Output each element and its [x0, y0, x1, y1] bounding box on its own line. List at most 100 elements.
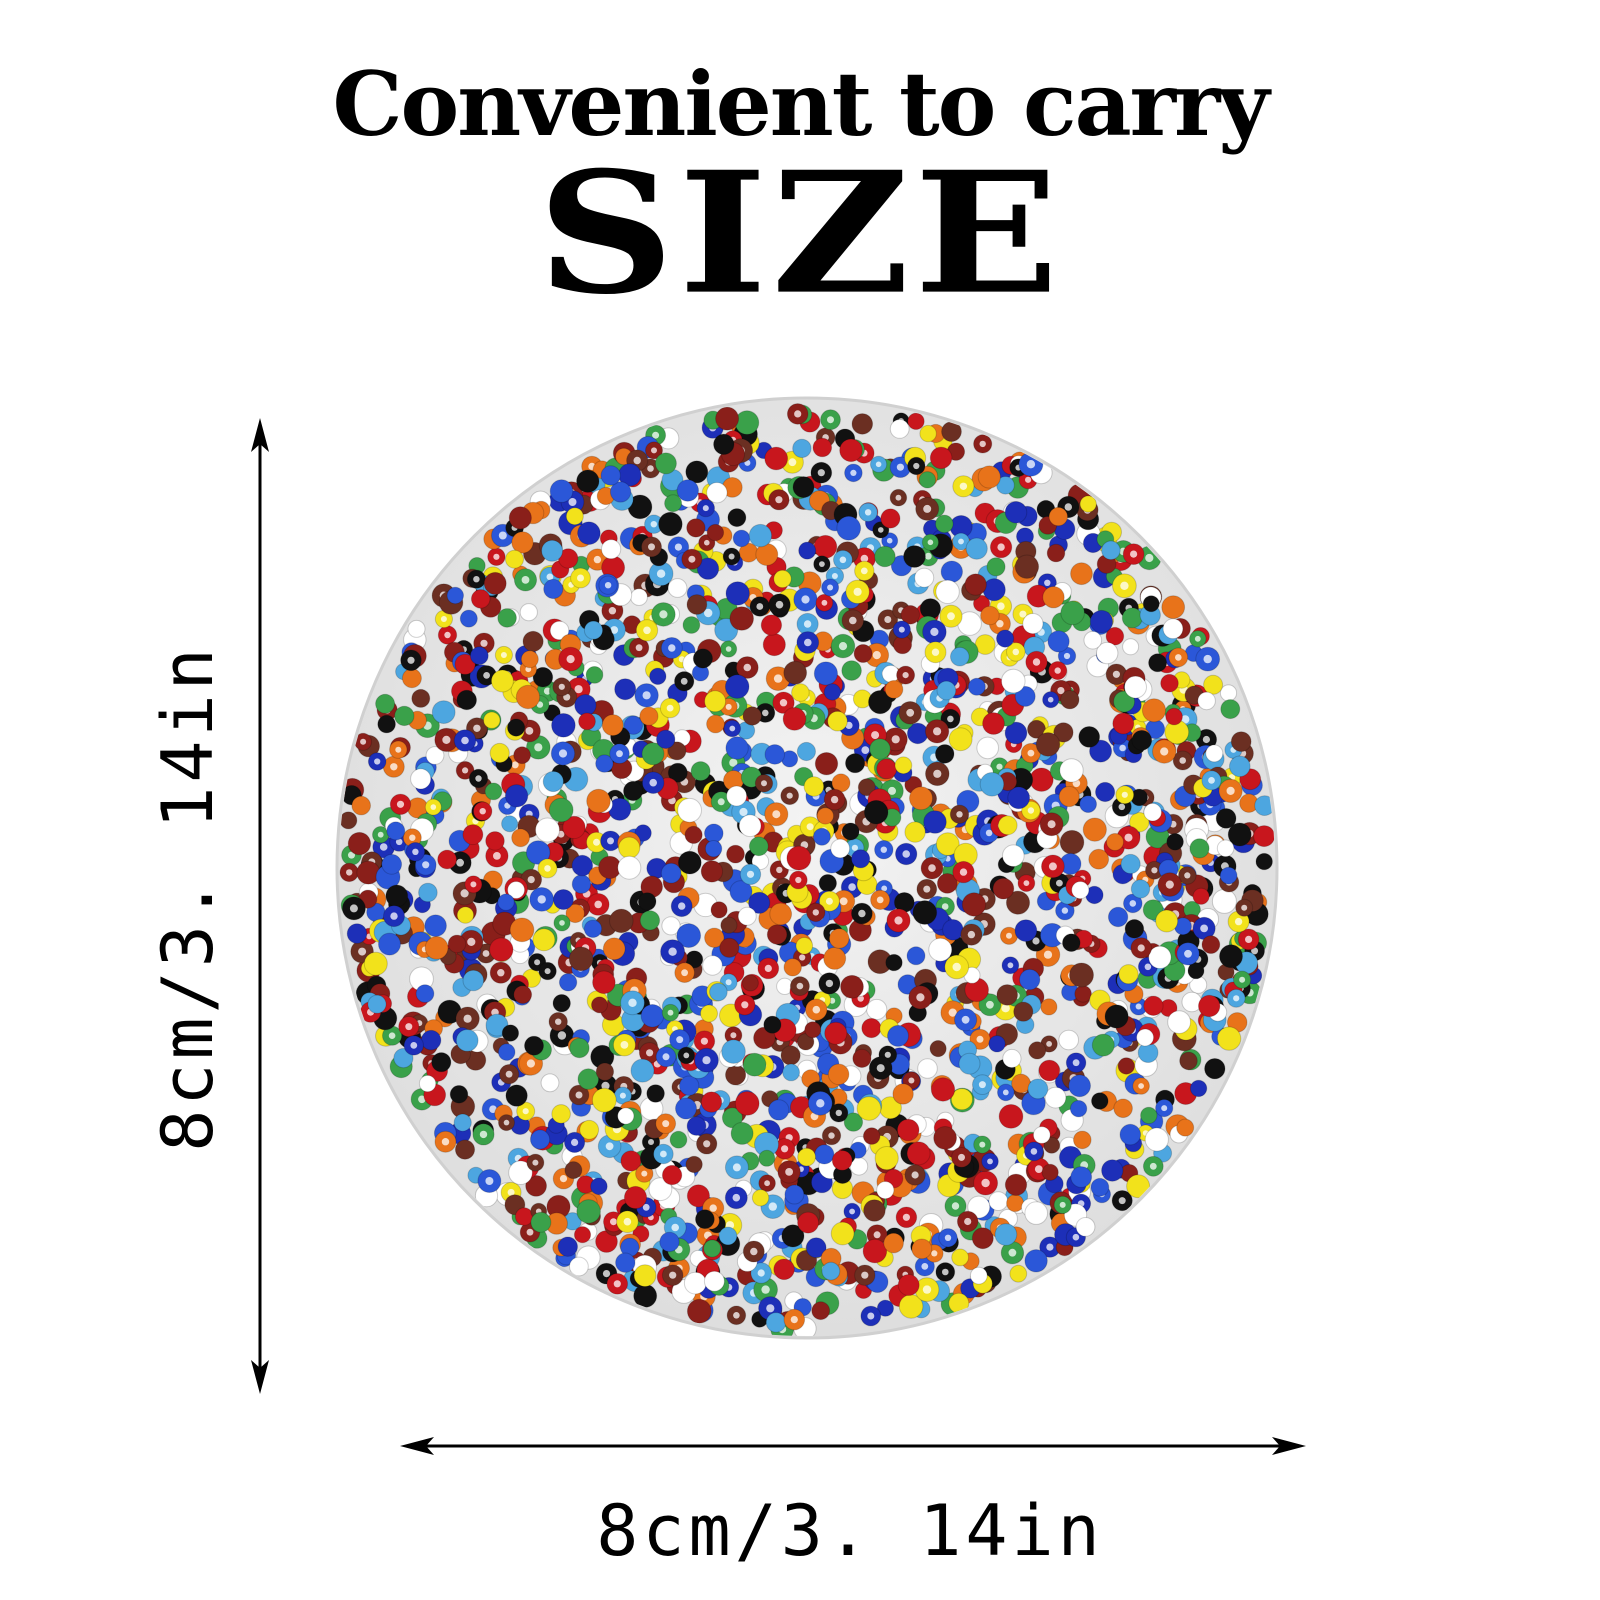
bead-hole	[931, 648, 940, 656]
bead	[660, 862, 682, 884]
bead	[682, 616, 701, 634]
bead-hole	[861, 1271, 869, 1279]
bead-hole	[911, 1171, 919, 1179]
bead	[909, 786, 933, 811]
bead	[885, 953, 903, 972]
bead-hole	[566, 655, 575, 664]
bead-hole	[831, 573, 838, 579]
bead	[986, 557, 1006, 577]
bead-hole	[996, 620, 1004, 628]
bead-hole	[1072, 1059, 1080, 1067]
bead	[928, 937, 953, 962]
bead	[639, 706, 659, 726]
bead-hole	[650, 521, 657, 528]
bead-hole	[703, 1140, 711, 1148]
bead-hole	[463, 1014, 472, 1023]
bead-hole	[467, 937, 476, 947]
bead-hole	[709, 962, 716, 969]
bead-hole	[1118, 1197, 1126, 1205]
bead	[704, 823, 724, 844]
bead-hole	[1121, 791, 1128, 798]
bead-hole	[1027, 807, 1035, 814]
bead-hole	[1120, 581, 1129, 590]
bead	[725, 736, 749, 760]
bead	[1013, 1001, 1034, 1022]
bead-hole	[1194, 635, 1201, 642]
bead	[346, 923, 368, 944]
bead-hole	[497, 969, 505, 977]
bead	[617, 855, 642, 880]
bead	[1090, 1177, 1110, 1197]
bead-hole	[483, 672, 490, 679]
bead-hole	[806, 823, 814, 831]
bead-hole	[795, 876, 802, 884]
bead-hole	[409, 834, 416, 841]
bead-hole	[571, 1138, 579, 1146]
bead	[704, 840, 723, 858]
bead-hole	[931, 1250, 938, 1257]
bead	[814, 1144, 835, 1165]
bead-hole	[676, 1036, 684, 1044]
bead	[741, 974, 759, 992]
bead	[456, 906, 475, 924]
bead-hole	[880, 846, 887, 853]
bead	[685, 460, 709, 484]
bead-hole	[516, 1168, 525, 1177]
bead-hole	[958, 1153, 965, 1161]
bead	[940, 560, 963, 583]
bead	[456, 689, 478, 711]
bead-hole	[558, 749, 568, 758]
bead	[782, 707, 807, 731]
bead-hole	[839, 897, 848, 906]
bead-hole	[1071, 1211, 1080, 1219]
bead-hole	[861, 746, 870, 754]
bead-hole	[959, 482, 968, 490]
bead	[1219, 684, 1238, 702]
bead-hole	[608, 607, 617, 615]
bead	[483, 711, 501, 729]
bead	[1104, 1004, 1129, 1029]
bead	[996, 629, 1015, 648]
bead-hole	[1211, 750, 1218, 757]
bead-hole	[1094, 662, 1102, 670]
bead-hole	[717, 798, 725, 806]
bead	[988, 1035, 1006, 1053]
bead	[579, 1119, 600, 1140]
bead-hole	[702, 505, 709, 512]
bead-hole	[830, 795, 839, 804]
bead-hole	[388, 1032, 396, 1039]
bead	[958, 1052, 981, 1075]
bead-hole	[772, 810, 781, 819]
bead-hole	[886, 537, 893, 544]
bead-hole	[884, 1051, 891, 1058]
bead-hole	[678, 902, 686, 910]
bead	[1229, 755, 1251, 778]
bead	[758, 1149, 776, 1167]
bead-hole	[819, 561, 825, 567]
bead	[1095, 781, 1116, 803]
bead-hole	[894, 916, 903, 925]
bead	[760, 614, 783, 636]
bead-hole	[1064, 503, 1073, 511]
bead	[876, 1181, 895, 1200]
bead-disc	[335, 396, 1279, 1340]
bead-hole	[521, 576, 530, 584]
bead	[862, 1127, 881, 1145]
bead-hole	[775, 600, 784, 609]
headline-convenient: Convenient to carry	[332, 52, 1270, 156]
bead	[792, 438, 812, 459]
bead	[830, 838, 851, 859]
bead-hole	[776, 866, 783, 874]
bead	[347, 831, 372, 856]
bead-hole	[924, 552, 932, 560]
bead	[738, 814, 762, 838]
bead	[520, 650, 539, 669]
bead-hole	[479, 1130, 488, 1139]
bead-hole	[1208, 777, 1215, 784]
height-label: 8cm/3. 14in	[147, 644, 229, 1152]
bead-hole	[493, 553, 500, 560]
bead	[700, 1004, 718, 1023]
bead-hole	[1226, 786, 1235, 796]
bead-hole	[850, 469, 857, 476]
bead-hole	[607, 837, 614, 845]
